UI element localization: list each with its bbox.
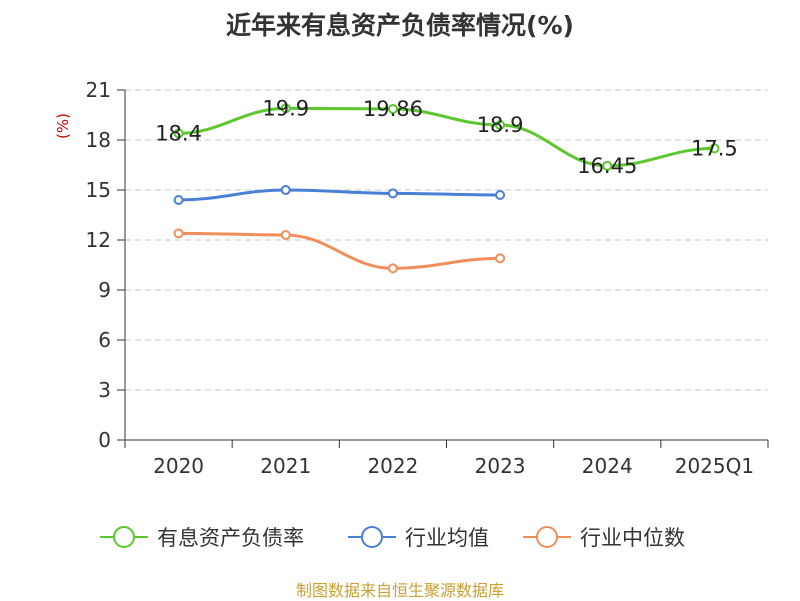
y-tick-label: 3	[98, 378, 111, 402]
x-tick-label: 2021	[260, 454, 311, 478]
data-label: 16.45	[577, 154, 637, 178]
y-tick-label: 0	[98, 428, 111, 452]
data-point	[602, 160, 613, 171]
data-point	[495, 190, 506, 200]
y-axis-label: (%)	[54, 113, 72, 139]
axes: 0 3 6 9 12 15 18 21 2020 2021 2022 2023 2024 2025Q1	[86, 78, 769, 478]
y-tick-label: 21	[86, 78, 111, 102]
data-point	[280, 230, 291, 240]
data-label: 17.5	[691, 136, 738, 160]
x-tick-label: 2024	[582, 454, 633, 478]
data-label: 19.86	[363, 97, 423, 121]
legend-label: 行业中位数	[580, 526, 685, 550]
data-point	[280, 185, 291, 195]
legend: 有息资产负债率 行业均值 行业中位数	[100, 526, 685, 550]
series-lines	[173, 103, 720, 274]
series-line	[178, 106, 715, 168]
data-point	[495, 120, 506, 130]
data-point	[387, 188, 398, 199]
data-point	[387, 263, 398, 274]
legend-marker	[536, 526, 558, 548]
data-label: 18.9	[477, 113, 524, 137]
x-tick-label: 2023	[475, 454, 526, 478]
data-point	[173, 195, 184, 205]
legend-label: 行业均值	[405, 526, 489, 550]
y-tick-label: 12	[86, 228, 111, 252]
data-point	[495, 253, 506, 264]
legend-marker	[113, 526, 135, 548]
series-line	[178, 188, 501, 202]
y-tick-label: 9	[98, 278, 111, 302]
source-note: 制图数据来自恒生聚源数据库	[295, 581, 504, 600]
data-point	[173, 228, 184, 239]
data-label: 18.4	[155, 121, 202, 145]
legend-label: 有息资产负债率	[157, 526, 304, 550]
x-tick-label: 2020	[153, 454, 204, 478]
data-point	[280, 103, 291, 114]
data-labels: 18.4 19.9 19.86 18.9 16.45 17.5	[155, 96, 738, 177]
grid-lines	[125, 89, 768, 391]
data-point	[173, 128, 184, 139]
x-tick-label: 2025Q1	[675, 454, 754, 478]
data-point	[709, 143, 720, 154]
data-label: 19.9	[262, 96, 309, 120]
legend-marker	[361, 526, 383, 548]
y-tick-label: 15	[86, 178, 111, 202]
series-line	[178, 231, 501, 270]
chart-title: 近年来有息资产负债率情况(%)	[226, 11, 574, 40]
y-tick-label: 6	[98, 328, 111, 352]
data-point	[387, 104, 398, 114]
y-tick-label: 18	[86, 128, 111, 152]
x-tick-label: 2022	[367, 454, 418, 478]
